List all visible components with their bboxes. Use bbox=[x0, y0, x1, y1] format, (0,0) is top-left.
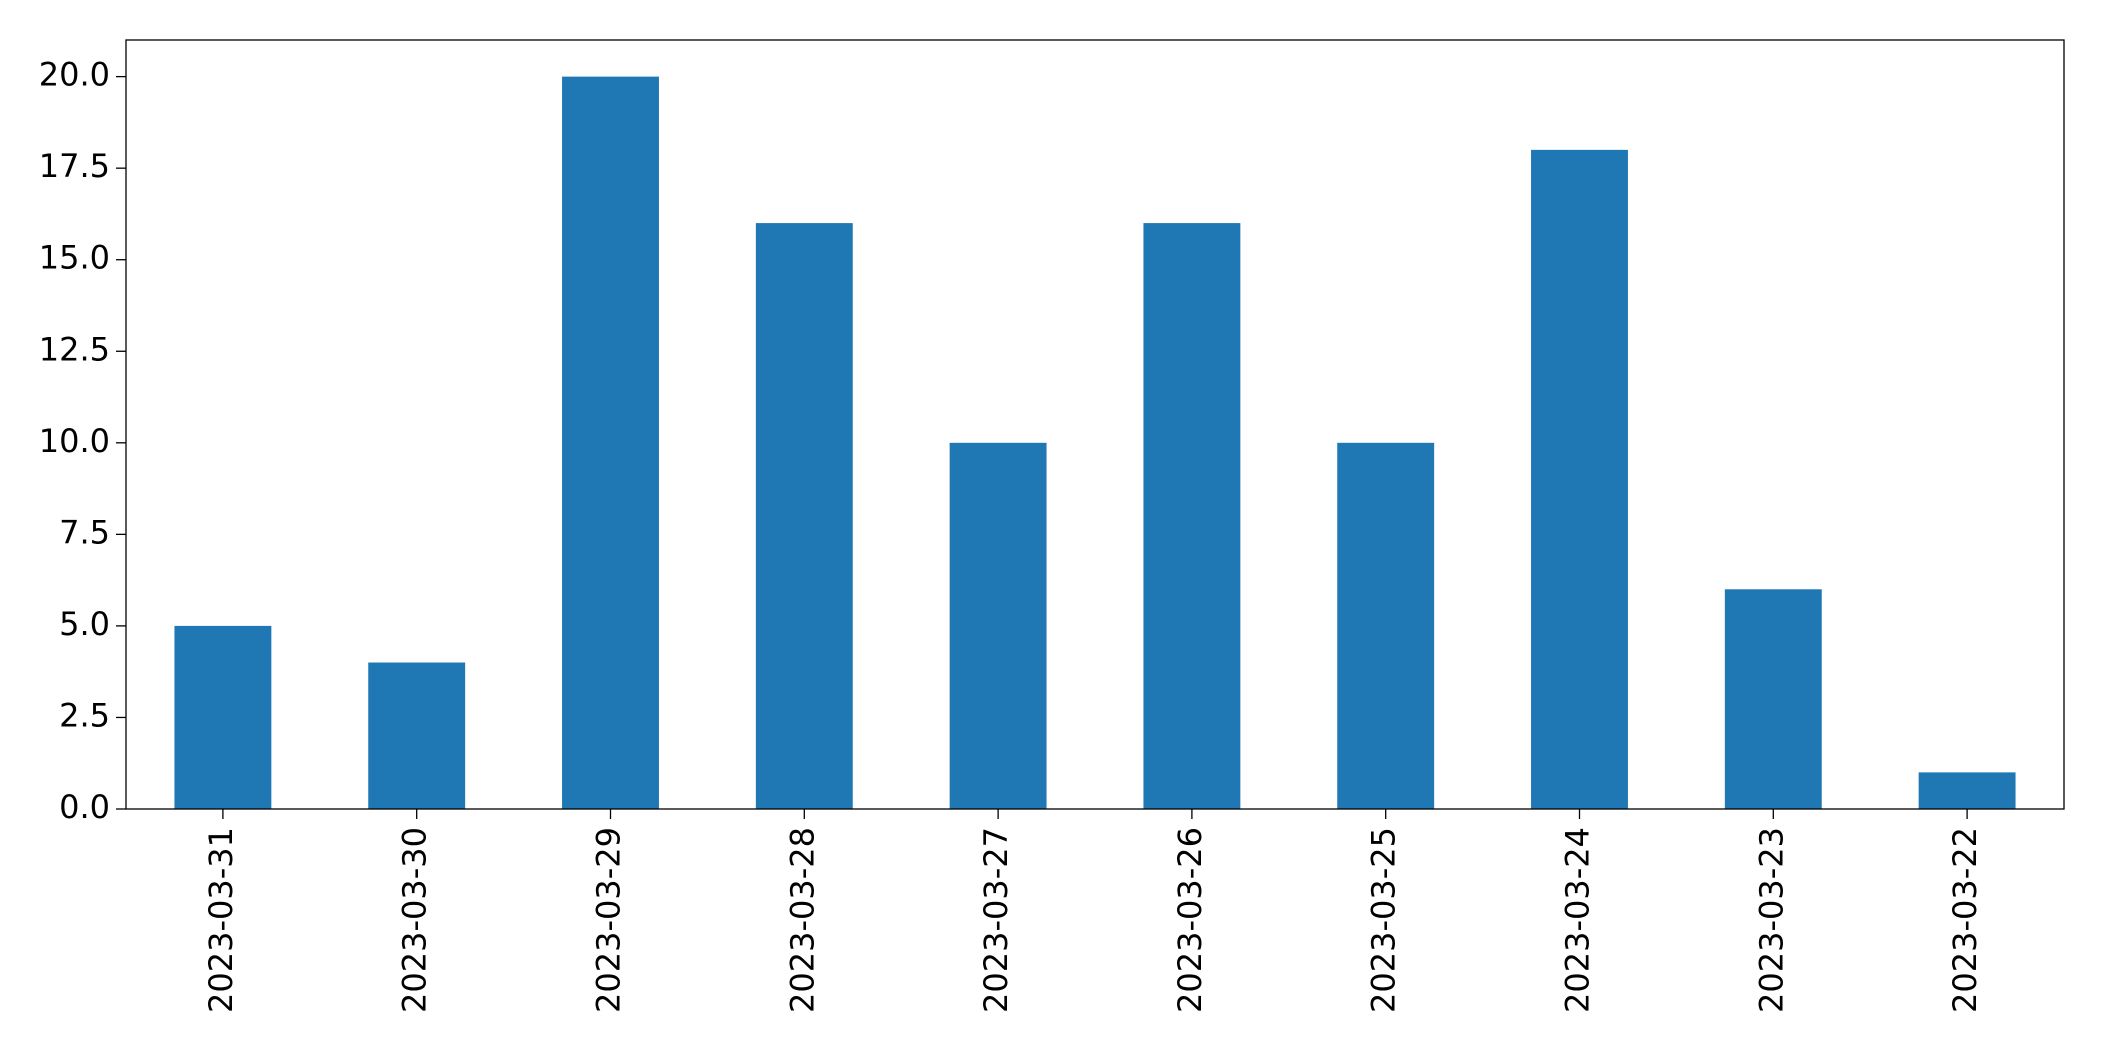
x-tick-label: 2023-03-22 bbox=[1946, 827, 1984, 1013]
y-tick-label: 7.5 bbox=[59, 513, 110, 551]
y-tick-label: 5.0 bbox=[59, 605, 110, 643]
bar bbox=[1918, 772, 2016, 809]
x-tick-label: 2023-03-23 bbox=[1752, 827, 1790, 1013]
bar bbox=[1143, 223, 1241, 810]
bar bbox=[1531, 149, 1628, 809]
y-tick-label: 10.0 bbox=[39, 422, 110, 460]
plot-frame bbox=[125, 39, 2065, 810]
x-tick-label: 2023-03-26 bbox=[1171, 827, 1209, 1013]
y-tick-label: 20.0 bbox=[39, 56, 110, 94]
x-tick-label: 2023-03-31 bbox=[202, 827, 240, 1013]
bar bbox=[949, 442, 1047, 809]
y-tick-label: 12.5 bbox=[39, 330, 110, 368]
bar bbox=[1724, 589, 1822, 809]
x-tick-label: 2023-03-25 bbox=[1365, 827, 1403, 1013]
x-tick-label: 2023-03-24 bbox=[1559, 827, 1597, 1013]
y-tick-label: 15.0 bbox=[39, 239, 110, 277]
bar bbox=[174, 625, 272, 809]
x-tick-label: 2023-03-30 bbox=[396, 827, 434, 1013]
bar bbox=[1337, 442, 1435, 809]
y-tick-label: 0.0 bbox=[59, 788, 110, 826]
y-tick-label: 17.5 bbox=[39, 147, 110, 185]
bar bbox=[755, 223, 853, 810]
bar bbox=[562, 76, 659, 810]
x-tick-label: 2023-03-27 bbox=[977, 827, 1015, 1013]
y-tick-label: 2.5 bbox=[59, 696, 110, 734]
x-tick-label: 2023-03-29 bbox=[590, 827, 628, 1013]
x-tick-label: 2023-03-28 bbox=[783, 827, 821, 1013]
bar bbox=[368, 662, 466, 809]
